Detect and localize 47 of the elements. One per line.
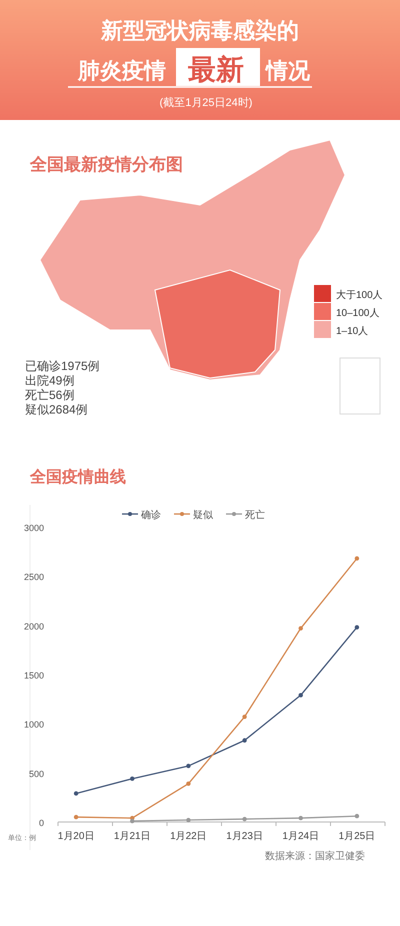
point <box>186 781 191 786</box>
source-note: 数据来源：国家卫健委 <box>265 850 365 862</box>
x-tick-label: 1月24日 <box>282 831 320 842</box>
point <box>242 714 247 719</box>
y-tick-label: 500 <box>28 768 44 779</box>
text: 情况 <box>264 58 311 83</box>
text: 10–100人 <box>336 308 380 319</box>
text: 肺炎疫情 <box>77 58 166 83</box>
point <box>186 818 191 822</box>
text: 最新 <box>187 54 244 85</box>
point <box>130 818 134 824</box>
point <box>354 556 360 561</box>
legend-label: 疑似 <box>193 509 213 521</box>
x-tick-label: 1月25日 <box>338 831 376 842</box>
text: 疑似2684例 <box>25 402 88 416</box>
point <box>354 625 360 630</box>
point <box>298 692 303 698</box>
x-tick-label: 1月22日 <box>170 831 207 842</box>
text: 新型冠状病毒感染的 <box>100 18 299 43</box>
chart-title: 全国疫情曲线 <box>29 468 126 486</box>
point <box>74 791 78 796</box>
text: 出院49例 <box>25 374 74 388</box>
point <box>242 738 247 743</box>
y-tick-label: 1500 <box>24 670 44 680</box>
point <box>298 626 303 630</box>
point <box>130 776 134 781</box>
text: 大于100人 <box>336 289 383 301</box>
y-tick-label: 3000 <box>24 523 44 533</box>
text: 全国最新疫情分布图 <box>29 155 183 174</box>
legend-label: 死亡 <box>245 509 265 521</box>
point <box>354 814 360 818</box>
point <box>186 764 191 768</box>
y-tick-label: 2000 <box>24 621 44 632</box>
y-tick-label: 1000 <box>24 720 44 730</box>
point <box>74 814 78 820</box>
y-tick-label: 2500 <box>24 572 44 582</box>
point <box>298 816 303 820</box>
point <box>242 816 247 822</box>
x-tick-label: 1月20日 <box>58 831 94 842</box>
text: (截至1月25日24时) <box>160 96 252 109</box>
legend-label: 确诊 <box>140 509 161 521</box>
y-tick-label: 0 <box>38 818 44 828</box>
text: 已确诊1975例 <box>25 359 100 373</box>
x-tick-label: 1月23日 <box>226 831 263 842</box>
text: 死亡56例 <box>25 388 74 402</box>
x-tick-label: 1月21日 <box>114 831 151 842</box>
text: 1–10人 <box>336 326 368 337</box>
